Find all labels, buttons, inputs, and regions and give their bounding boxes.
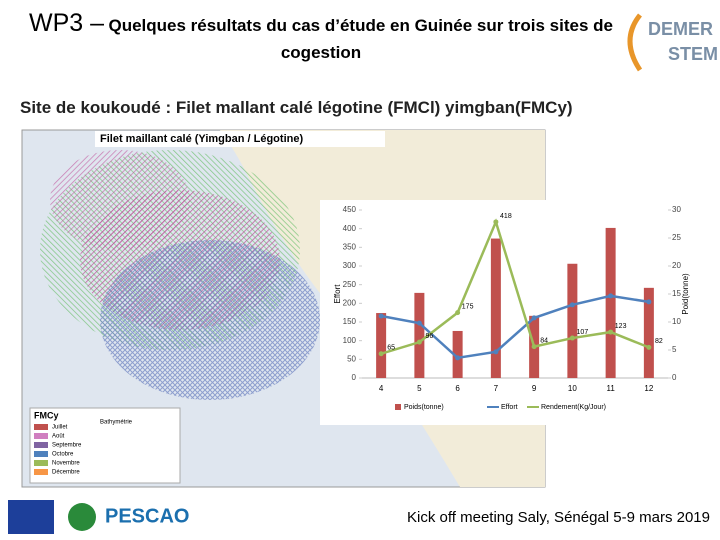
logo-bottom: STEM	[668, 44, 718, 64]
line	[380, 218, 650, 355]
month-swatch	[34, 460, 48, 466]
point	[646, 344, 652, 350]
line	[380, 294, 650, 360]
month-swatch	[34, 469, 48, 475]
bar	[414, 292, 425, 378]
point	[531, 344, 537, 350]
title-text: Quelques résultats du cas d’étude en Gui…	[108, 16, 613, 62]
y2-tick-label: 10	[672, 317, 681, 326]
month-swatch	[34, 424, 48, 430]
data-label: 107	[577, 329, 589, 336]
month-label: Octobre	[52, 452, 74, 458]
footer-text: Kick off meeting Saly, Sénégal 5-9 mars …	[407, 509, 710, 526]
chart: 0 50 100 150 200 250 300 350 400 450 0 5 10 15 20 25 30 E…	[333, 205, 690, 411]
bar	[452, 330, 463, 378]
map-legend	[29, 407, 181, 484]
data-label: 175	[462, 304, 474, 311]
point	[646, 299, 652, 305]
bar	[567, 263, 578, 378]
legend-label: Effort	[501, 404, 518, 411]
months: Juillet Août Septembre Octobre Novembre Décem…	[34, 424, 82, 476]
y-tick-label: 250	[343, 280, 357, 289]
y-tick-label: 400	[343, 224, 357, 233]
data-label: 96	[425, 333, 433, 340]
point	[455, 310, 461, 316]
point	[531, 315, 537, 321]
map-title-box	[95, 131, 385, 147]
y2-tick-label: 5	[672, 345, 677, 354]
point	[493, 219, 499, 225]
point	[608, 329, 614, 335]
y-tick-label: 100	[343, 336, 357, 345]
point	[378, 351, 384, 357]
y-axis-label: Effort	[333, 284, 342, 304]
y-tick-label: 450	[343, 205, 357, 214]
y2-axis-label: Poid(tonne)	[681, 273, 690, 315]
map-legend-subtitle: Bathymétrie	[100, 420, 133, 426]
partner-logo: PESCAO	[105, 505, 189, 527]
y-tick-label: 350	[343, 242, 357, 251]
y-tick-label: 150	[343, 317, 357, 326]
logo-top: DEMER	[648, 19, 713, 39]
month-swatch	[34, 442, 48, 448]
month-label: Décembre	[52, 470, 80, 476]
data-label: 123	[615, 323, 627, 330]
point	[569, 335, 575, 341]
point	[378, 313, 384, 319]
y-tick-label: 0	[352, 373, 357, 382]
point	[455, 355, 461, 361]
y2-tick-label: 30	[672, 205, 681, 214]
y2-tick-label: 25	[672, 233, 681, 242]
title-prefix: WP3 –	[29, 9, 105, 37]
month-label: Novembre	[52, 461, 80, 467]
x-tick-label: 7	[494, 384, 499, 393]
point	[493, 349, 499, 355]
bar	[490, 238, 501, 378]
y2-tick-label: 20	[672, 261, 681, 270]
bar	[605, 227, 616, 378]
x-tick-label: 6	[455, 384, 460, 393]
y2-tick-label: 15	[672, 289, 681, 298]
x-tick-label: 9	[532, 384, 537, 393]
y-tick-label: 200	[343, 298, 357, 307]
eu-flag	[8, 500, 54, 534]
y-tick-label: 300	[343, 261, 357, 270]
zone	[50, 150, 190, 250]
data-label: 65	[387, 345, 395, 352]
logo-arc	[627, 13, 643, 72]
point	[608, 293, 614, 299]
map-title: Filet maillant calé (Yimgban / Légotine)	[100, 133, 303, 145]
point	[569, 302, 575, 308]
ecowas-logo	[68, 503, 96, 531]
data-label: 82	[655, 338, 663, 345]
x-tick-label: 11	[606, 384, 615, 393]
subtitle: Site de koukoudé : Filet mallant calé lé…	[20, 98, 573, 117]
data-label: 418	[500, 213, 512, 220]
legend-label: Rendement(Kg/Jour)	[541, 404, 606, 411]
month-swatch	[34, 451, 48, 457]
y-tick-label: 50	[347, 354, 356, 363]
data-label: 84	[540, 337, 548, 344]
chart-bg	[320, 200, 690, 425]
x-tick-label: 4	[379, 384, 384, 393]
month-label: Juillet	[52, 425, 68, 431]
legend-swatch	[395, 404, 401, 410]
point	[416, 339, 422, 345]
bar	[643, 287, 654, 378]
point	[416, 320, 422, 326]
map-legend-title: FMCy	[34, 410, 59, 420]
month-label: Septembre	[52, 443, 82, 449]
x-tick-label: 10	[568, 384, 577, 393]
month-swatch	[34, 433, 48, 439]
month-label: Août	[52, 434, 65, 440]
title: WP3 – Quelques résultats du cas d’étude …	[26, 10, 616, 67]
x-tick-label: 12	[644, 384, 653, 393]
bar	[376, 313, 387, 378]
y2-tick-label: 0	[672, 373, 677, 382]
zone	[100, 240, 320, 400]
legend-label: Poids(tonne)	[404, 404, 444, 411]
x-tick-label: 5	[417, 384, 422, 393]
